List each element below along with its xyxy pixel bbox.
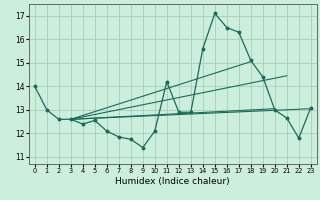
- X-axis label: Humidex (Indice chaleur): Humidex (Indice chaleur): [116, 177, 230, 186]
